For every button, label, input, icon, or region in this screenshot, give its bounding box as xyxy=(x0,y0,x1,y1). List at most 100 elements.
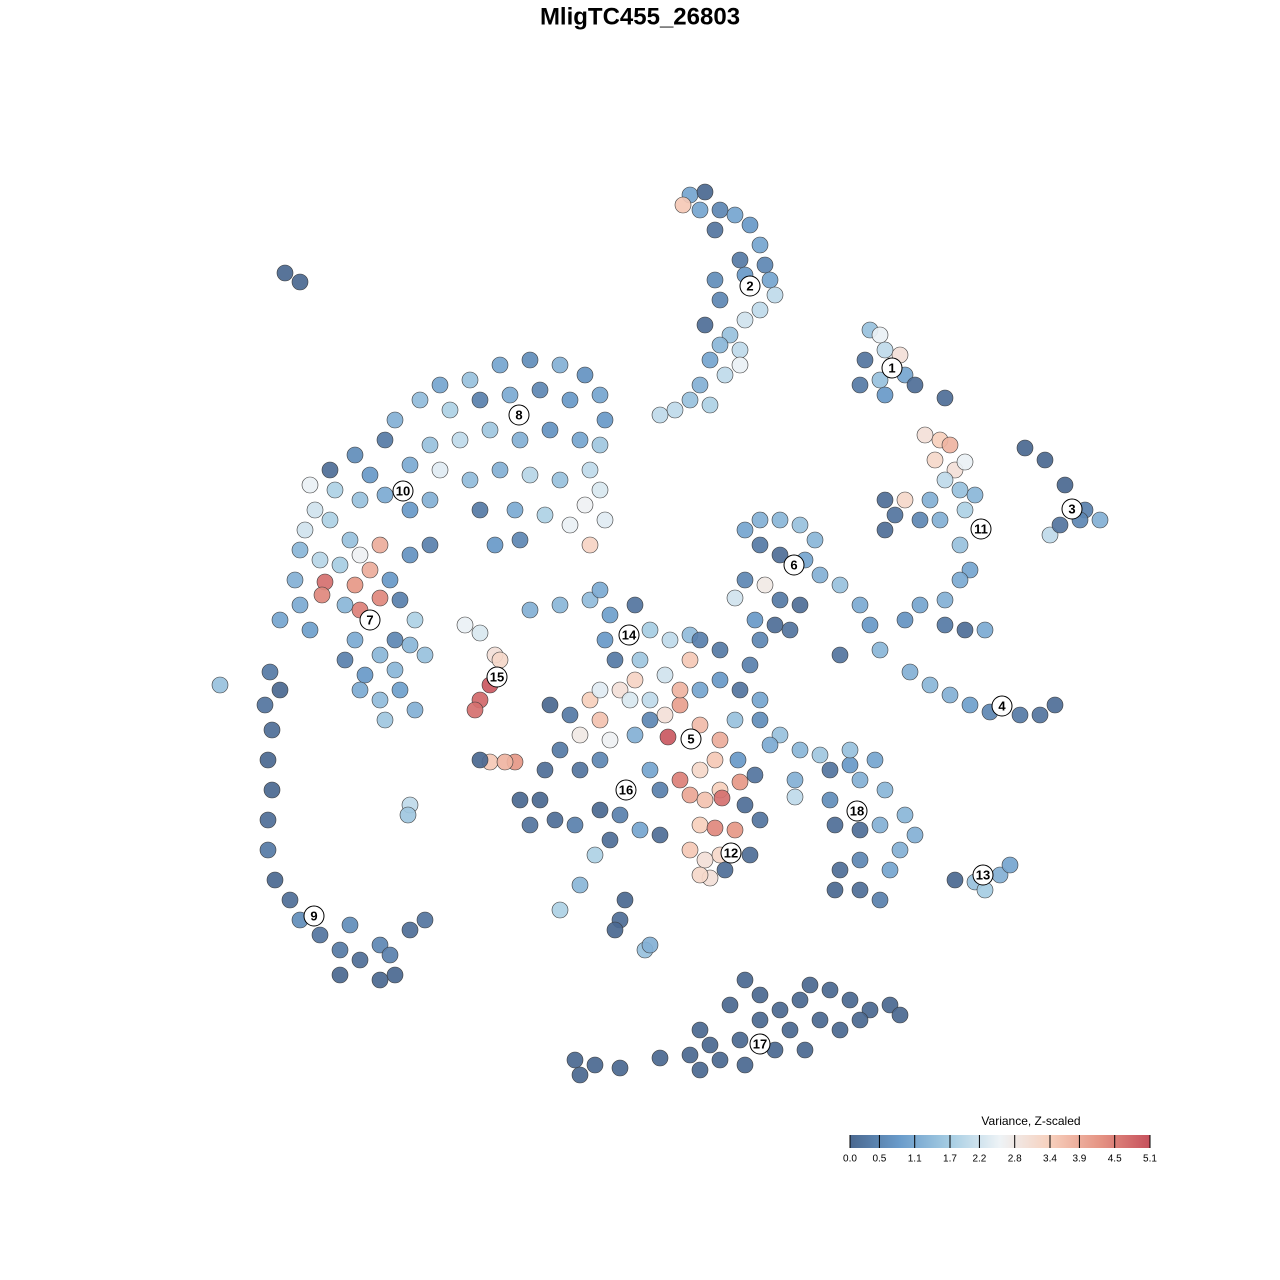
cluster-label-bg xyxy=(1061,498,1083,520)
point xyxy=(346,446,364,464)
point xyxy=(881,996,899,1014)
point xyxy=(921,676,939,694)
point xyxy=(611,806,629,824)
point xyxy=(606,921,624,939)
point xyxy=(926,451,944,469)
cluster-label-bg xyxy=(303,905,325,927)
point xyxy=(336,651,354,669)
point xyxy=(631,821,649,839)
point xyxy=(371,971,389,989)
point xyxy=(291,596,309,614)
point xyxy=(631,651,649,669)
point xyxy=(771,1001,789,1019)
point xyxy=(706,221,724,239)
point xyxy=(711,641,729,659)
point xyxy=(591,711,609,729)
point xyxy=(691,681,709,699)
point xyxy=(511,431,529,449)
point xyxy=(371,589,389,607)
point xyxy=(386,661,404,679)
point xyxy=(376,431,394,449)
point xyxy=(331,556,349,574)
point xyxy=(466,701,484,719)
colorbar-title: Variance, Z-scaled xyxy=(981,1114,1080,1128)
point xyxy=(551,356,569,374)
point xyxy=(351,681,369,699)
point xyxy=(601,606,619,624)
point xyxy=(1091,511,1109,529)
point xyxy=(691,816,709,834)
point xyxy=(626,726,644,744)
point xyxy=(881,861,899,879)
point xyxy=(596,631,614,649)
cluster-label: 18 xyxy=(850,803,864,818)
point xyxy=(736,1056,754,1074)
point xyxy=(746,766,764,784)
point xyxy=(681,391,699,409)
point xyxy=(691,716,709,734)
point xyxy=(276,264,294,282)
point xyxy=(501,386,519,404)
point xyxy=(381,571,399,589)
cluster-label-bg xyxy=(359,609,381,631)
point xyxy=(371,936,389,954)
point xyxy=(831,861,849,879)
cluster-label: 3 xyxy=(1068,501,1075,516)
point xyxy=(941,686,959,704)
point xyxy=(781,621,799,639)
point xyxy=(791,741,809,759)
point xyxy=(831,1021,849,1039)
point xyxy=(471,501,489,519)
point xyxy=(931,511,949,529)
point xyxy=(1056,476,1074,494)
point xyxy=(351,491,369,509)
point xyxy=(259,841,277,859)
point xyxy=(551,901,569,919)
point xyxy=(871,641,889,659)
colorbar-tick-label: 3.4 xyxy=(1043,1154,1057,1165)
cluster-label: 6 xyxy=(790,557,797,572)
point xyxy=(876,386,894,404)
cluster-label: 5 xyxy=(687,731,694,746)
point xyxy=(756,256,774,274)
point xyxy=(946,871,964,889)
colorbar-tick-label: 5.1 xyxy=(1143,1154,1157,1165)
point xyxy=(591,436,609,454)
point xyxy=(346,631,364,649)
point xyxy=(606,651,624,669)
point xyxy=(571,761,589,779)
point xyxy=(731,1031,749,1049)
cluster-label: 4 xyxy=(998,698,1006,713)
point xyxy=(263,721,281,739)
point xyxy=(951,571,969,589)
point xyxy=(751,236,769,254)
cluster-label: 16 xyxy=(619,782,633,797)
point xyxy=(341,531,359,549)
point xyxy=(591,386,609,404)
point xyxy=(431,376,449,394)
point xyxy=(831,576,849,594)
point xyxy=(456,616,474,634)
point xyxy=(701,1036,719,1054)
point xyxy=(851,881,869,899)
point xyxy=(741,656,759,674)
point xyxy=(841,756,859,774)
point xyxy=(936,389,954,407)
point xyxy=(626,596,644,614)
cluster-label-bg xyxy=(972,864,994,886)
point xyxy=(651,1049,669,1067)
point xyxy=(706,819,724,837)
point xyxy=(731,681,749,699)
point xyxy=(771,546,789,564)
point xyxy=(291,541,309,559)
point xyxy=(641,621,659,639)
point xyxy=(841,741,859,759)
point xyxy=(566,816,584,834)
point xyxy=(786,788,804,806)
point xyxy=(721,996,739,1014)
colorbar-tick-label: 0.5 xyxy=(872,1154,886,1165)
point xyxy=(401,546,419,564)
point xyxy=(871,891,889,909)
point xyxy=(361,466,379,484)
